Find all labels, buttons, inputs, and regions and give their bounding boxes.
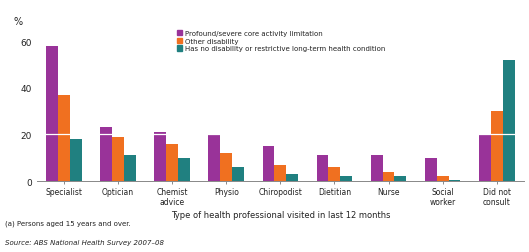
Bar [275,165,286,181]
Bar [46,47,58,181]
Bar [436,177,449,181]
Bar [58,95,70,181]
Bar [479,135,491,181]
Bar [425,158,436,181]
Bar [101,128,112,181]
Bar [70,140,82,181]
Y-axis label: %: % [13,17,22,27]
Bar [124,156,136,181]
Text: (a) Persons aged 15 years and over.: (a) Persons aged 15 years and over. [5,219,131,226]
Bar [316,156,329,181]
Bar [329,168,340,181]
Legend: Profound/severe core activity limitation, Other disability, Has no disability or: Profound/severe core activity limitation… [177,31,386,52]
Bar [221,153,232,181]
Bar [449,180,460,181]
Bar [154,133,166,181]
Bar [371,156,382,181]
Bar [286,174,298,181]
Bar [382,172,395,181]
Bar [503,60,515,181]
Bar [166,144,178,181]
Bar [340,177,352,181]
Bar [395,177,406,181]
Bar [112,137,124,181]
Bar [262,147,275,181]
Text: Source: ABS National Health Survey 2007–08: Source: ABS National Health Survey 2007–… [5,239,165,245]
Bar [178,158,190,181]
Bar [232,168,244,181]
Bar [208,135,221,181]
X-axis label: Type of health professional visited in last 12 months: Type of health professional visited in l… [171,210,390,219]
Bar [491,112,503,181]
